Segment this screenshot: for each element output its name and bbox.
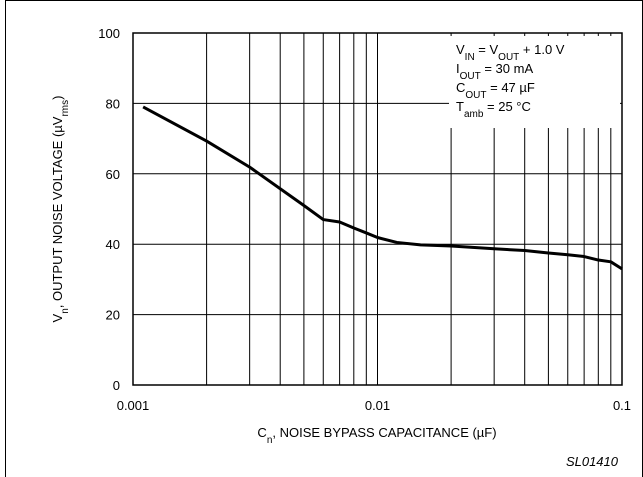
annotation-line: Tamb = 25 °C bbox=[456, 99, 531, 120]
y-tick-label: 0 bbox=[113, 378, 120, 393]
annotation-line: VIN = VOUT + 1.0 V bbox=[456, 42, 565, 63]
subscript: OUT bbox=[460, 71, 481, 82]
x-tick-label: 0.01 bbox=[365, 398, 390, 413]
text-part: = V bbox=[475, 42, 499, 57]
y-tick-label: 80 bbox=[106, 96, 120, 111]
text-part: ) bbox=[50, 96, 65, 100]
subscript: amb bbox=[464, 109, 484, 120]
y-tick-label: 60 bbox=[106, 167, 120, 182]
text-part: , OUTPUT NOISE VOLTAGE (µV bbox=[50, 116, 65, 308]
text-part: V bbox=[50, 313, 65, 322]
text-part: = 47 µF bbox=[487, 80, 535, 95]
grid bbox=[132, 32, 623, 386]
y-tick-label: 40 bbox=[106, 237, 120, 252]
text-part: C bbox=[456, 80, 465, 95]
x-tick-label: 0.001 bbox=[117, 398, 150, 413]
annotation-line: COUT = 47 µF bbox=[456, 80, 535, 101]
line bbox=[142, 105, 623, 271]
subscript: n bbox=[267, 435, 273, 446]
annotation-line: IOUT = 30 mA bbox=[456, 61, 533, 82]
subscript: OUT bbox=[465, 90, 486, 101]
subscript: OUT bbox=[498, 52, 519, 63]
y-tick-label: 20 bbox=[106, 308, 120, 323]
y-tick-label: 100 bbox=[98, 26, 120, 41]
text-part: V bbox=[456, 42, 465, 57]
subscript: rms bbox=[60, 100, 71, 117]
footnote: SL01410 bbox=[566, 454, 619, 469]
y-axis-label: Vn, OUTPUT NOISE VOLTAGE (µVrms) bbox=[50, 96, 71, 323]
plot: 0 20 40 60 80 100 0.001 0.01 0.1 bbox=[98, 26, 631, 413]
subscript: n bbox=[60, 308, 71, 314]
text-part: = 30 mA bbox=[481, 61, 534, 76]
subscript: IN bbox=[465, 52, 475, 63]
text-part: T bbox=[456, 99, 464, 114]
text-part: , NOISE BYPASS CAPACITANCE (µF) bbox=[272, 425, 496, 440]
text-part: + 1.0 V bbox=[519, 42, 564, 57]
x-axis-label: Cn, NOISE BYPASS CAPACITANCE (µF) bbox=[257, 425, 496, 446]
legend-box bbox=[449, 36, 620, 128]
text-part: C bbox=[257, 425, 266, 440]
text-part: I bbox=[456, 61, 460, 76]
x-tick-label: 0.1 bbox=[613, 398, 631, 413]
text-part: = 25 °C bbox=[483, 99, 530, 114]
plot-border bbox=[132, 32, 623, 386]
